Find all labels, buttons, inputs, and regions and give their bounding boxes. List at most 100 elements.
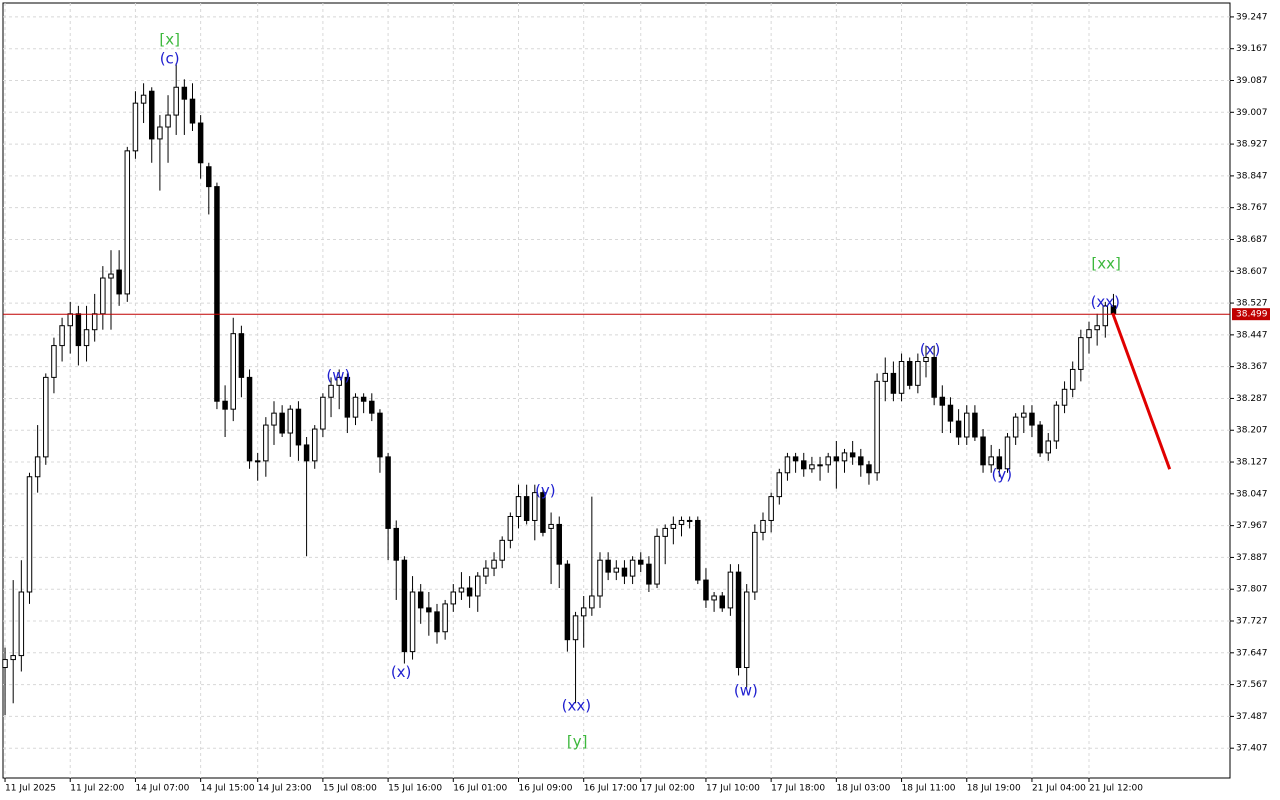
candle-body (124, 150, 131, 295)
y-tick-label: 38.767 (1236, 203, 1268, 213)
y-tick-label: 37.567 (1236, 680, 1268, 690)
candle-body (466, 587, 473, 597)
x-tick-label: 16 Jul 01:00 (453, 784, 507, 794)
candle-body (890, 372, 897, 394)
candle-body (336, 376, 342, 386)
candle-body (743, 591, 750, 669)
candle-body (385, 456, 391, 529)
price-label: 38.499 (1236, 310, 1268, 320)
candle-body (271, 412, 277, 426)
candle-body (523, 496, 530, 521)
candle-body (548, 523, 554, 529)
candle-body (532, 492, 538, 521)
y-tick-label: 38.847 (1236, 171, 1268, 181)
candle-body (18, 591, 25, 657)
candle-body (369, 400, 375, 414)
candle-body (572, 615, 579, 641)
candle-body (858, 456, 864, 466)
y-tick-label: 38.447 (1236, 330, 1268, 340)
wave-label: (xx) (562, 697, 591, 715)
y-tick-label: 37.407 (1236, 744, 1268, 754)
candle-body (776, 472, 783, 498)
candle-body (507, 515, 514, 541)
candle-body (906, 360, 913, 386)
y-tick-label: 39.167 (1236, 44, 1268, 54)
x-tick-label: 18 Jul 19:00 (967, 784, 1021, 794)
candle-body (849, 452, 856, 458)
candle-body (263, 424, 269, 462)
candle-body (809, 464, 815, 470)
candle-body (662, 527, 668, 537)
candle-body (735, 571, 742, 669)
wave-label: (y) (535, 482, 556, 500)
x-tick-label: 14 Jul 15:00 (201, 784, 255, 794)
candle-body (442, 603, 448, 633)
candle-body (140, 94, 147, 104)
candle-body (613, 567, 620, 573)
y-tick-label: 38.207 (1236, 426, 1268, 436)
y-tick-label: 38.607 (1236, 267, 1268, 277)
candle-body (792, 456, 799, 462)
y-tick-label: 37.967 (1236, 521, 1268, 531)
candle-body (499, 539, 505, 561)
wave-label: (c) (160, 50, 180, 68)
candle-body (646, 563, 652, 585)
x-tick-label: 21 Jul 12:00 (1089, 784, 1143, 794)
candle-body (132, 102, 139, 152)
candle-body (947, 404, 954, 422)
x-tick-label: 17 Jul 18:00 (771, 784, 825, 794)
candle-body (328, 384, 334, 398)
candle-body (980, 436, 986, 466)
y-tick-label: 37.647 (1236, 648, 1268, 658)
x-tick-label: 18 Jul 11:00 (902, 784, 956, 794)
candle-body (483, 567, 489, 577)
y-tick-label: 39.087 (1236, 76, 1268, 86)
candle-body (898, 360, 905, 394)
candle-body (173, 86, 179, 116)
y-tick-label: 38.687 (1236, 235, 1268, 245)
candle-body (108, 273, 114, 279)
candle-body (589, 595, 595, 609)
candle-body (2, 659, 8, 669)
candle-body (784, 456, 791, 474)
price-tag (1232, 308, 1270, 321)
candle-body (996, 456, 1003, 470)
candle-body (556, 523, 562, 565)
candle-body (752, 531, 758, 593)
wave-label: [x] (159, 30, 180, 48)
y-tick-label: 37.887 (1236, 553, 1268, 563)
wave-label: (xx) (1091, 293, 1120, 311)
candle-body (1094, 325, 1100, 331)
wave-label: (w) (326, 367, 350, 385)
candle-body (719, 595, 725, 609)
candle-body (955, 420, 962, 438)
candle-body (67, 313, 73, 327)
candle-body (279, 412, 285, 434)
candle-body (246, 376, 253, 462)
candle-body (157, 126, 163, 140)
wave-label: (y) (991, 466, 1012, 484)
candle-body (760, 519, 766, 533)
y-tick-label: 37.727 (1236, 617, 1268, 627)
y-tick-label: 37.807 (1236, 585, 1268, 595)
candle-body (939, 396, 946, 406)
y-tick-label: 39.007 (1236, 108, 1268, 118)
candle-body (1061, 388, 1068, 406)
candle-body (988, 456, 994, 466)
candle-body (1078, 337, 1084, 370)
candle-body (866, 464, 872, 474)
candle-body (923, 357, 929, 362)
candle-body (450, 591, 457, 605)
x-tick-label: 15 Jul 08:00 (323, 784, 377, 794)
x-tick-label: 14 Jul 07:00 (135, 784, 189, 794)
forecast-arrow (1111, 312, 1172, 470)
candle-body (825, 456, 831, 466)
candle-body (206, 166, 212, 188)
candle-body (638, 559, 644, 565)
candle-body (43, 376, 49, 458)
candle-body (75, 313, 82, 347)
candle-body (768, 496, 774, 521)
wave-label: (x) (391, 663, 412, 681)
candle-body (711, 595, 717, 601)
